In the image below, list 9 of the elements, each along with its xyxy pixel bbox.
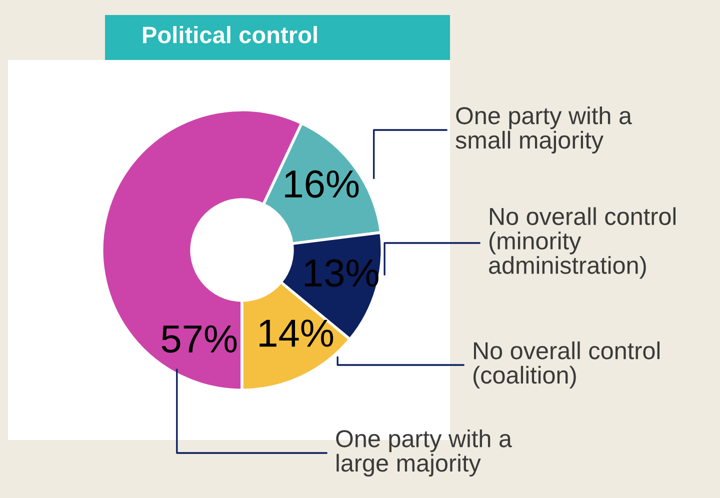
data-label: 57% — [162, 325, 237, 353]
slice-label: No overall control (minority administration) — [489, 207, 676, 279]
data-label: 13% — [304, 259, 378, 287]
slice-label: One party with a small majority — [456, 106, 632, 154]
slice-label: No overall control (coalition) — [474, 341, 660, 389]
chart-title: Political control — [143, 26, 317, 44]
slice-label: One party with a large majority — [336, 429, 512, 477]
data-label: 16% — [285, 170, 359, 198]
data-label: 14% — [260, 320, 334, 347]
